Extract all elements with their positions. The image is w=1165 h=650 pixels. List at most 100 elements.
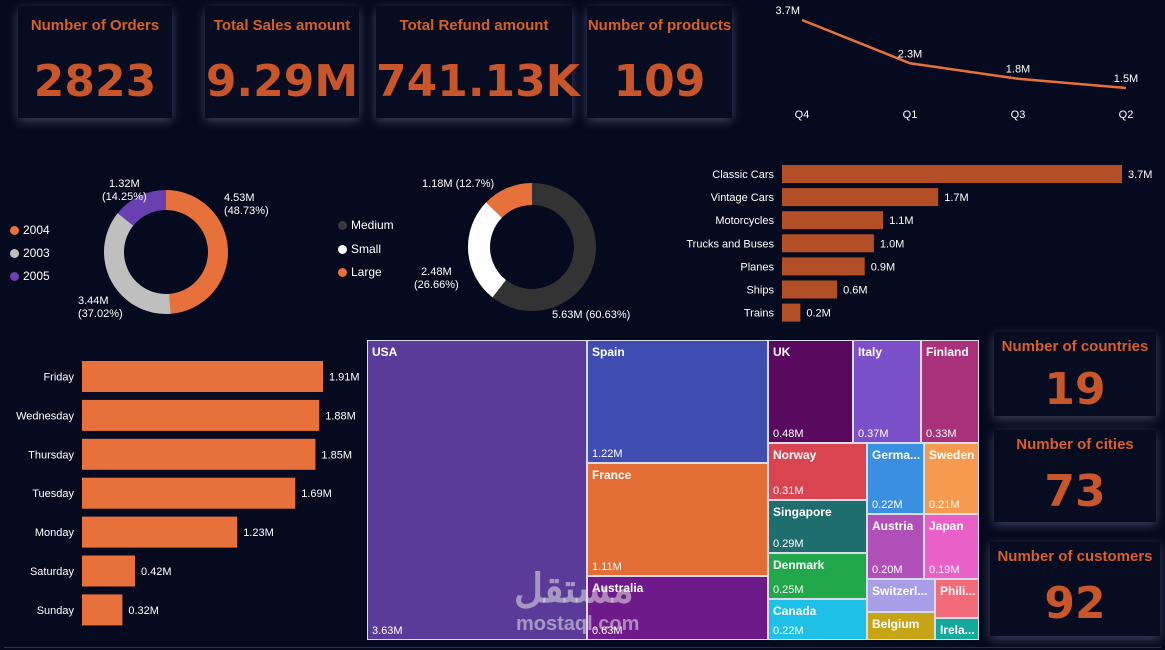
size-legend-0[interactable]: Medium: [338, 218, 394, 232]
size-legend-1[interactable]: Small: [338, 242, 381, 256]
countries-value: 19: [1044, 364, 1106, 415]
weekday-bar-chart: Friday 1.91M Wednesday 1.88M Thursday 1.85M Tu…: [16, 361, 360, 626]
products-value: 109: [613, 56, 706, 107]
country-value: 0.33M: [926, 428, 957, 440]
refund-title: Total Refund amount: [399, 17, 549, 34]
country-value: 0.19M: [929, 564, 960, 576]
country-name: Italy: [858, 345, 883, 359]
country-name: Switzerl...: [872, 584, 928, 598]
country-name: Norway: [773, 448, 817, 462]
data-label: 1.91M: [329, 372, 360, 384]
data-label: 0.6M: [843, 285, 867, 297]
treemap-cell[interactable]: Italy 0.37M: [853, 340, 921, 443]
legend-label: 2005: [23, 269, 50, 283]
treemap-cell[interactable]: Canada 0.22M: [768, 599, 867, 640]
legend-label: Medium: [351, 218, 394, 232]
legend-dot: [338, 221, 347, 230]
treemap-cell[interactable]: Spain 1.22M: [587, 340, 768, 463]
category-label: Wednesday: [16, 410, 74, 422]
data-label: 1.69M: [301, 488, 332, 500]
bar: [782, 257, 865, 276]
bar: [82, 477, 296, 509]
year-donut-chart: [103, 190, 228, 314]
treemap-cell[interactable]: Belgium: [867, 612, 935, 640]
category-label: Vintage Cars: [711, 192, 775, 204]
sales-title: Total Sales amount: [213, 17, 351, 34]
treemap-cell[interactable]: Irela...: [935, 618, 979, 640]
size-donut-chart: [468, 183, 596, 311]
category-label: Friday: [43, 372, 74, 384]
treemap-cell[interactable]: UK 0.48M: [768, 340, 853, 443]
slice-2003: [103, 213, 171, 314]
cities-value: 73: [1044, 466, 1106, 517]
treemap-cell[interactable]: Switzerl...: [867, 579, 935, 612]
category-label: Monday: [35, 527, 75, 539]
tick-label: Q2: [1119, 109, 1134, 121]
dashboard: Number of Orders 2823 Total Sales amount…: [4, 0, 1161, 648]
treemap-cell[interactable]: Australia 0.63M: [587, 576, 768, 640]
category-label: Saturday: [30, 566, 75, 578]
data-label: 1.85M: [321, 449, 352, 461]
sales-value: 9.29M: [205, 56, 359, 107]
country-name: Germa...: [872, 448, 921, 462]
sales-card[interactable]: Total Sales amount 9.29M: [205, 6, 359, 118]
year-legend-2[interactable]: 2005: [10, 269, 50, 283]
treemap-cell[interactable]: Singapore 0.29M: [768, 500, 867, 553]
slice-medium: [492, 183, 596, 311]
orders-title: Number of Orders: [30, 17, 160, 34]
cities-card[interactable]: Number of cities 73: [994, 430, 1156, 522]
customers-card[interactable]: Number of customers 92: [990, 542, 1160, 636]
treemap-cell[interactable]: Sweden 0.21M: [924, 443, 979, 514]
treemap-cell[interactable]: Norway 0.31M: [768, 443, 867, 500]
tick-label: Q3: [1011, 109, 1026, 121]
year-legend-1[interactable]: 2003: [10, 246, 50, 260]
data-label: 0.42M: [141, 566, 172, 578]
data-label: 1.5M: [1114, 73, 1138, 85]
customers-title: Number of customers: [997, 548, 1153, 565]
size-legend-2[interactable]: Large: [338, 265, 382, 279]
treemap-cell[interactable]: Austria 0.20M: [867, 514, 924, 579]
treemap-cell[interactable]: Germa... 0.22M: [867, 443, 924, 514]
data-label: 2.3M: [898, 48, 922, 60]
bar: [782, 280, 838, 299]
products-card[interactable]: Number of products 109: [587, 6, 732, 118]
watermark-arabic: مستقل: [514, 567, 634, 611]
country-name: Singapore: [773, 505, 832, 519]
year-label-2005: 1.32M (14.25%): [102, 178, 147, 203]
countries-card[interactable]: Number of countries 19: [994, 332, 1156, 416]
data-label: 1.7M: [944, 192, 968, 204]
size-label-medium: 5.63M (60.63%): [552, 309, 631, 321]
products-title: Number of products: [587, 17, 732, 34]
cities-title: Number of cities: [1016, 436, 1134, 453]
refund-card[interactable]: Total Refund amount 741.13K: [376, 6, 580, 118]
treemap-cell[interactable]: USA 3.63M: [367, 340, 587, 640]
year-legend-0[interactable]: 2004: [10, 223, 50, 237]
legend-dot: [10, 272, 19, 281]
treemap-cell[interactable]: Japan 0.19M: [924, 514, 979, 579]
year-label-2003: 3.44M (37.02%): [78, 295, 123, 320]
size-label-small: 2.48M (26.66%): [414, 266, 459, 291]
customers-value: 92: [1044, 578, 1106, 629]
country-name: Irela...: [940, 623, 975, 637]
data-label: 0.9M: [871, 261, 895, 273]
country-value: 1.11M: [592, 561, 622, 573]
country-value: 1.22M: [592, 448, 623, 460]
treemap-cell[interactable]: Phili...: [935, 579, 979, 618]
bar: [82, 399, 320, 431]
bar: [82, 361, 323, 392]
treemap-cell[interactable]: Finland 0.33M: [921, 340, 979, 443]
category-label: Trains: [744, 308, 775, 320]
year-label-2004: 4.53M (48.73%): [224, 192, 269, 217]
country-name: USA: [372, 345, 398, 359]
legend-label: 2004: [23, 223, 50, 237]
legend-dot: [338, 268, 347, 277]
treemap-cell[interactable]: France 1.11M: [587, 463, 768, 576]
treemap-cell[interactable]: Denmark 0.25M: [768, 553, 867, 599]
slice-small: [468, 202, 507, 298]
legend-dot: [10, 226, 19, 235]
data-label: 0.32M: [128, 605, 159, 617]
category-label: Thursday: [28, 449, 74, 461]
country-name: Spain: [592, 345, 625, 359]
orders-card[interactable]: Number of Orders 2823: [18, 6, 172, 118]
category-label: Motorcycles: [715, 215, 774, 227]
